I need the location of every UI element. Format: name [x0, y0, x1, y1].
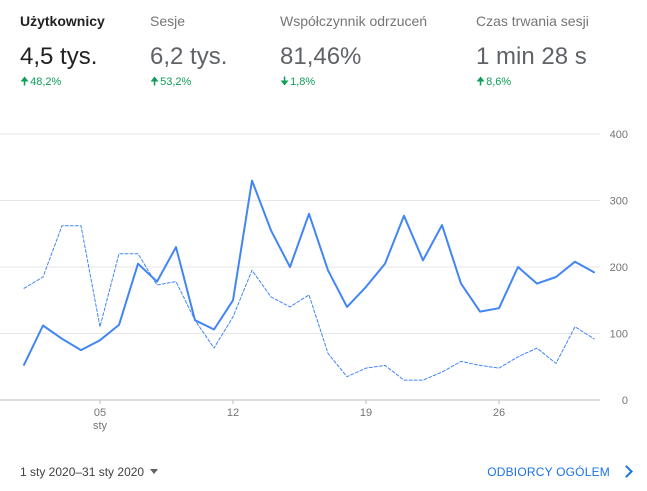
audience-overview-link[interactable]: ODBIORCY OGÓLEM — [487, 465, 633, 479]
metric-sessions-change-value: 53,2% — [160, 76, 192, 88]
metric-bounce-rate-change-value: 1,8% — [290, 76, 316, 88]
y-tick-label-0: 0 — [622, 395, 628, 407]
metric-bounce-rate-value: 81,46% — [280, 43, 362, 70]
series-line-current — [23, 179, 595, 366]
metric-users-change: 🠉48,2% — [20, 75, 105, 89]
footer: 1 sty 2020–31 sty 2020 ODBIORCY OGÓLEM — [0, 460, 647, 488]
x-tick-label-05: 05 — [94, 407, 106, 419]
metric-sessions-change: 🠉53,2% — [150, 75, 227, 89]
date-range-selector[interactable]: 1 sty 2020–31 sty 2020 — [20, 465, 159, 479]
metric-session-duration-value: 1 min 28 s — [476, 43, 587, 70]
metric-session-duration-change-value: 8,6% — [486, 76, 512, 88]
metric-bounce-rate-label: Współczynnik odrzuceń — [280, 13, 428, 29]
caret-down-icon — [150, 469, 159, 474]
y-tick-label-200: 200 — [610, 262, 628, 274]
x-tick-label-26: 26 — [493, 407, 505, 419]
metric-users-label: Użytkownicy — [20, 13, 105, 29]
metric-users[interactable]: Użytkownicy 4,5 tys. 🠉48,2% — [20, 12, 105, 89]
chevron-right-icon — [620, 465, 633, 478]
y-tick-label-100: 100 — [610, 329, 628, 341]
metric-bounce-rate-change: 🠋1,8% — [280, 75, 427, 89]
x-tick-label-19: 19 — [360, 407, 372, 419]
x-tick-label-12: 12 — [227, 407, 239, 419]
y-tick-label-400: 400 — [610, 129, 628, 141]
date-range-label: 1 sty 2020–31 sty 2020 — [20, 465, 145, 479]
arrow-down-icon: 🠋 — [280, 76, 290, 88]
metric-bounce-rate[interactable]: Współczynnik odrzuceń 81,46% 🠋1,8% — [280, 12, 427, 89]
x-tick-sublabel-05: sty — [93, 420, 108, 432]
metric-sessions-value: 6,2 tys. — [150, 43, 228, 70]
series-line-previous — [23, 225, 595, 381]
metric-session-duration-label: Czas trwania sesji — [476, 13, 589, 29]
metric-session-duration[interactable]: Czas trwania sesji 1 min 28 s 🠉8,6% — [476, 12, 589, 89]
y-tick-label-300: 300 — [610, 196, 628, 208]
arrow-up-icon: 🠉 — [150, 76, 160, 88]
metric-sessions[interactable]: Sesje 6,2 tys. 🠉53,2% — [150, 12, 227, 89]
metric-session-duration-change: 🠉8,6% — [476, 75, 589, 89]
arrow-up-icon: 🠉 — [476, 76, 486, 88]
chart-series — [23, 179, 595, 381]
chart-y-axis: 0 100 200 300 400 — [610, 129, 628, 407]
audience-overview-label: ODBIORCY OGÓLEM — [487, 465, 610, 479]
metric-users-value: 4,5 tys. — [20, 43, 98, 70]
metric-users-change-value: 48,2% — [30, 76, 62, 88]
chart-grid — [0, 133, 600, 401]
metric-sessions-label: Sesje — [150, 13, 186, 29]
metrics-row: Użytkownicy 4,5 tys. 🠉48,2% Sesje 6,2 ty… — [0, 0, 647, 100]
arrow-up-icon: 🠉 — [20, 76, 30, 88]
